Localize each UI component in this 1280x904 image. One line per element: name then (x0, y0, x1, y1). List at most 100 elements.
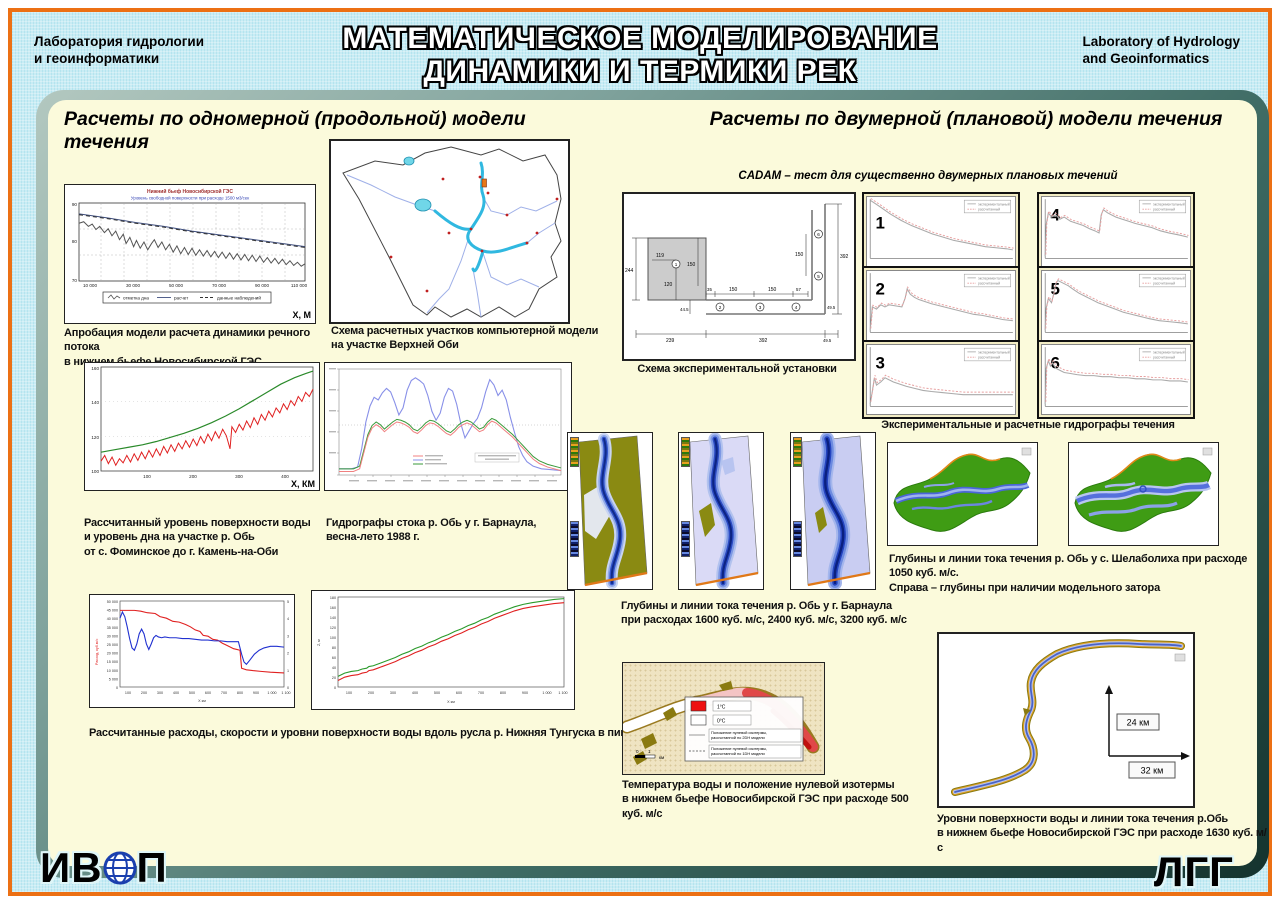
svg-text:44.5: 44.5 (680, 307, 689, 312)
gauge-svg-4: 4 экспериментальный рассчитанный (1044, 199, 1189, 259)
river (818, 433, 851, 589)
svg-text:рассчитанный: рассчитанный (1153, 356, 1175, 360)
svg-text:239: 239 (666, 338, 675, 344)
svg-text:0: 0 (287, 686, 289, 690)
svg-text:40 000: 40 000 (107, 617, 118, 621)
svg-text:км: км (659, 755, 664, 760)
svg-text:70: 70 (72, 278, 78, 283)
gauge-svg-3: 3 экспериментальный рассчитанный (869, 347, 1014, 407)
mini-legend-icon (1021, 447, 1032, 456)
logo-lgg-text: ЛГГ (1153, 848, 1234, 895)
svg-text:10 000: 10 000 (83, 283, 97, 288)
gauge-calc-series (1045, 278, 1189, 329)
svg-text:экспериментальный: экспериментальный (978, 276, 1010, 280)
svg-text:1: 1 (287, 669, 289, 673)
svg-text:150: 150 (729, 287, 738, 293)
svg-text:200: 200 (368, 691, 374, 695)
novo-map-svg: 24 км 32 км (951, 639, 1190, 796)
caption-gauges: Экспериментальные и расчетные гидрографы… (881, 419, 1175, 431)
gauge-exp-series (869, 287, 1013, 331)
svg-text:1 100: 1 100 (281, 691, 290, 695)
vscale-label: 24 км (1127, 718, 1150, 728)
d-series (339, 378, 561, 472)
gauge-exp-series (869, 377, 1013, 405)
depth-colorbar-icon (570, 437, 579, 467)
series-velocity (120, 612, 284, 664)
svg-text:рассчитанный: рассчитанный (978, 356, 1000, 360)
svg-text:3: 3 (759, 305, 762, 310)
ges-series (79, 214, 305, 266)
svg-text:120: 120 (664, 282, 673, 288)
series-z-bottom (338, 603, 564, 681)
gauge-calc-series (1045, 207, 1189, 255)
svg-text:392: 392 (759, 338, 768, 344)
globe-icon (103, 851, 137, 885)
shoreline (929, 453, 1001, 480)
svg-text:35: 35 (707, 287, 712, 292)
svg-text:180: 180 (330, 596, 336, 600)
svg-text:4: 4 (287, 617, 289, 621)
svg-text:90: 90 (72, 202, 78, 207)
gauge-panel-2: 2 экспериментальный рассчитанный (862, 266, 1020, 345)
svg-text:120: 120 (330, 626, 336, 630)
caption-tunguska: Рассчитанные расходы, скорости и уровни … (89, 727, 708, 739)
svg-text:1 000: 1 000 (267, 691, 276, 695)
series-calculated (79, 214, 305, 247)
shel-map2-svg (1074, 447, 1213, 532)
caption-temperature: Температура воды и положение нулевой изо… (622, 779, 909, 820)
svg-text:57: 57 (796, 287, 801, 292)
svg-text:25 000: 25 000 (107, 643, 118, 647)
figure-temperature-map: 1°С 0°С Положение нулевой изотермы, расс… (622, 662, 825, 775)
svg-text:экспериментальный: экспериментальный (978, 202, 1010, 206)
ges-chart-title2: Уровень свободной поверхности при расход… (131, 196, 249, 201)
setup-svg: 244 119 120 150 44.5 35 150 150 57 392 1… (625, 203, 849, 344)
svg-text:80: 80 (332, 646, 336, 650)
svg-text:5: 5 (817, 274, 820, 279)
gauge-panel-6: 6 экспериментальный рассчитанный (1037, 340, 1195, 419)
svg-text:0: 0 (334, 686, 336, 690)
ges-chart-title1: Нижний бьеф Новосибирской ГЭС (147, 188, 233, 195)
region-outline (342, 146, 562, 318)
svg-text:900: 900 (522, 691, 528, 695)
svg-text:35 000: 35 000 (107, 626, 118, 630)
figure-tunguska-z-chart: 180 160 140 120 100 80 60 40 20 0 100 20… (311, 590, 575, 710)
svg-text:экспериментальный: экспериментальный (1153, 276, 1185, 280)
svg-text:45 000: 45 000 (107, 609, 118, 613)
figure-barnaul-map-3200 (790, 432, 876, 590)
lab-ru-line2: и геоинформатики (34, 50, 160, 66)
svg-text:1: 1 (648, 749, 651, 754)
svg-text:500: 500 (189, 691, 195, 695)
caption-profile: Рассчитанный уровень поверхности воды и у… (84, 517, 311, 558)
svg-text:100: 100 (143, 474, 151, 479)
logo-ivep-text-right: П (136, 844, 168, 891)
shel-map1-svg (893, 447, 1032, 532)
svg-text:10 000: 10 000 (107, 669, 118, 673)
gauge-svg-2: 2 экспериментальный рассчитанный (869, 273, 1014, 333)
caption-setup: Схема экспериментальной установки (637, 363, 837, 375)
figure-experimental-setup: 244 119 120 150 44.5 35 150 150 57 392 1… (622, 192, 856, 361)
svg-text:200: 200 (141, 691, 147, 695)
logo-ivep-text-left: ИВ (40, 844, 103, 891)
profile-yticks: 160 140 120 100 (91, 366, 99, 474)
svg-text:300: 300 (235, 474, 243, 479)
gauge-calc-series (870, 286, 1014, 329)
barnaul-map2-svg (689, 433, 759, 589)
svg-text:300: 300 (157, 691, 163, 695)
channels (894, 482, 1030, 511)
svg-text:15 000: 15 000 (107, 660, 118, 664)
figure-shelabolikha-jam-map (1068, 442, 1219, 546)
svg-text:392: 392 (840, 254, 849, 260)
caption-upper-ob: Схема расчетных участков компьютерной мо… (331, 325, 599, 352)
dimension-labels: 244 119 120 150 44.5 35 150 150 57 392 1… (625, 252, 849, 344)
series-water-surface (101, 371, 313, 452)
svg-text:6: 6 (817, 232, 820, 237)
dimension-lines (632, 203, 842, 338)
svg-text:49.5: 49.5 (823, 338, 832, 343)
series-discharge (339, 378, 561, 471)
d-microlabels (329, 368, 557, 482)
profile-xlabel: Х, КМ (291, 479, 315, 489)
svg-text:49.5: 49.5 (827, 305, 836, 310)
z-xticks: 100 200 300 400 500 600 700 800 900 1 00… (346, 691, 568, 695)
qv-yticks-right: 5 4 3 2 1 0 (287, 600, 289, 690)
upper-ob-map-svg (342, 146, 562, 318)
